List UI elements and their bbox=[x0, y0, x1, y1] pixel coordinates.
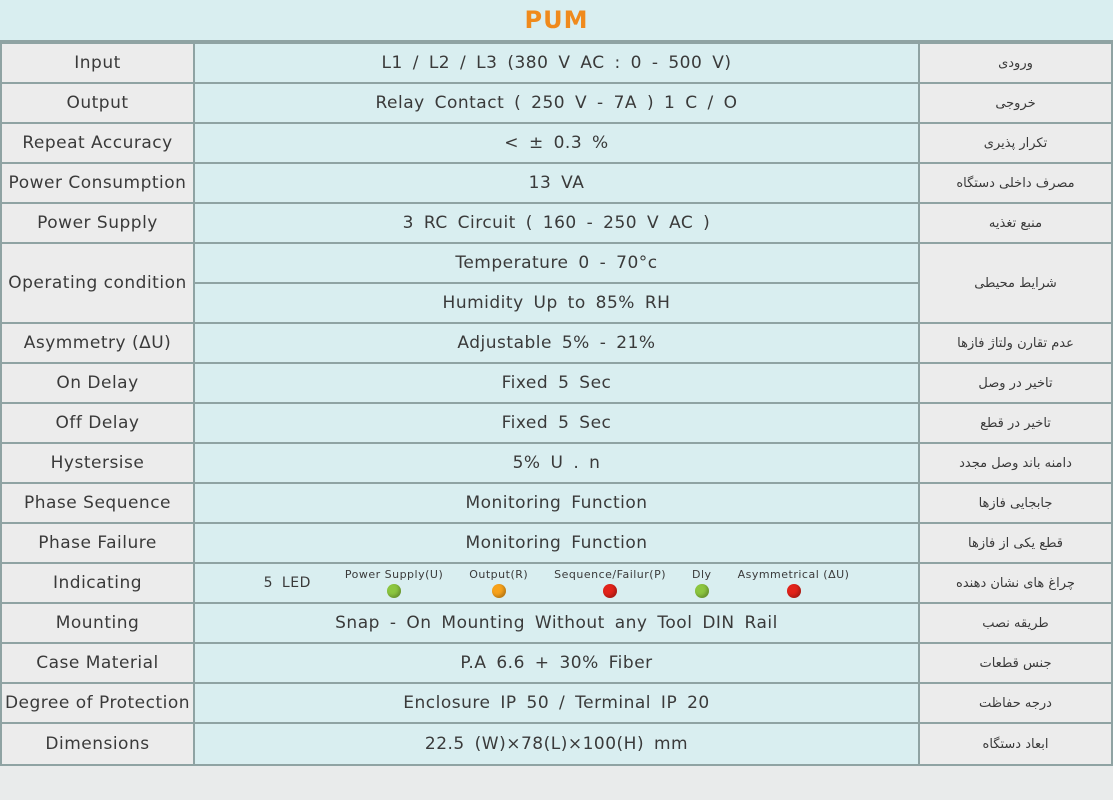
spec-value: 5% U . n bbox=[193, 442, 920, 484]
led-label: Dly bbox=[692, 568, 712, 581]
spec-subrow: Humidity Up to 85% RH bbox=[1, 282, 1112, 324]
spec-value: Snap - On Mounting Without any Tool DIN … bbox=[193, 602, 920, 644]
spec-label-fa: خروجی bbox=[918, 82, 1113, 124]
spec-label-fa: شرایط محیطی bbox=[918, 242, 1113, 324]
led-label: Asymmetrical (ΔU) bbox=[737, 568, 850, 581]
spec-value: Fixed 5 Sec bbox=[193, 402, 920, 444]
spec-label-fa: تاخیر در وصل bbox=[918, 362, 1113, 404]
spec-label-fa: جنس قطعات bbox=[918, 642, 1113, 684]
spec-label-fa: قطع یکی از فازها bbox=[918, 522, 1113, 564]
spec-label-fa: چراغ های نشان دهنده bbox=[918, 562, 1113, 604]
spec-row: Case Material P.A 6.6 + 30% Fiber جنس قطعا… bbox=[0, 642, 1113, 684]
spec-row: Hystersise 5% U . n دامنه باند وصل مجدد bbox=[0, 442, 1113, 484]
spec-row: Power Consumption 13 VA مصرف داخلی دستگاه bbox=[0, 162, 1113, 204]
led-item: Output(R) bbox=[469, 568, 528, 598]
spec-value: < ± 0.3 % bbox=[193, 122, 920, 164]
spec-label: Case Material bbox=[0, 642, 195, 684]
spec-label-fa: درجه حفاظت bbox=[918, 682, 1113, 724]
spec-row: Indicating 5 LED Power Supply(U) Output(R) S… bbox=[0, 562, 1113, 604]
spec-row: Repeat Accuracy < ± 0.3 % تکرار پذیری bbox=[0, 122, 1113, 164]
spec-label: Phase Sequence bbox=[0, 482, 195, 524]
spec-row: Degree of Protection Enclosure IP 50 / Te… bbox=[0, 682, 1113, 724]
led-item: Asymmetrical (ΔU) bbox=[738, 568, 850, 598]
spec-label: Mounting bbox=[0, 602, 195, 644]
spec-row: Mounting Snap - On Mounting Without any T… bbox=[0, 602, 1113, 644]
spec-row: Phase Sequence Monitoring Function جابجایی… bbox=[0, 482, 1113, 524]
spec-row: Off Delay Fixed 5 Sec تاخیر در قطع bbox=[0, 402, 1113, 444]
spec-value: Humidity Up to 85% RH bbox=[193, 282, 920, 324]
led-item: Sequence/Failur(P) bbox=[554, 568, 666, 598]
spec-row: Input L1 / L2 / L3 (380 V AC : 0 - 500 V)… bbox=[0, 42, 1113, 84]
spec-label: Indicating bbox=[0, 562, 195, 604]
led-dot-icon bbox=[786, 584, 801, 598]
spec-label-fa: طریقه نصب bbox=[918, 602, 1113, 644]
spec-label-fa: عدم تقارن ولتاژ فازها bbox=[918, 322, 1113, 364]
led-label: Output(R) bbox=[469, 568, 529, 581]
spec-row: Output Relay Contact ( 250 V - 7A ) 1 C /… bbox=[0, 82, 1113, 124]
spec-label: Hystersise bbox=[0, 442, 195, 484]
spec-label: Off Delay bbox=[0, 402, 195, 444]
led-indicators: 5 LED Power Supply(U) Output(R) Sequence/Fa… bbox=[193, 562, 920, 604]
led-item: Power Supply(U) bbox=[345, 568, 443, 598]
spec-label: Degree of Protection bbox=[0, 682, 195, 724]
led-dot-icon bbox=[491, 584, 506, 598]
spec-value: Enclosure IP 50 / Terminal IP 20 bbox=[193, 682, 920, 724]
spec-value: Monitoring Function bbox=[193, 482, 920, 524]
spec-value: Fixed 5 Sec bbox=[193, 362, 920, 404]
spec-label-fa: دامنه باند وصل مجدد bbox=[918, 442, 1113, 484]
led-item: Dly bbox=[692, 568, 712, 598]
product-title: PUM bbox=[0, 0, 1113, 42]
spec-label: Operating condition bbox=[0, 242, 195, 324]
spec-row: Power Supply 3 RC Circuit ( 160 - 250 V A… bbox=[0, 202, 1113, 244]
spec-value: Adjustable 5% - 21% bbox=[193, 322, 920, 364]
led-label: Sequence/Failur(P) bbox=[554, 568, 667, 581]
spec-label: Input bbox=[0, 42, 195, 84]
spec-label-fa: تکرار پذیری bbox=[918, 122, 1113, 164]
spec-value: Monitoring Function bbox=[193, 522, 920, 564]
spec-label: Asymmetry (ΔU) bbox=[0, 322, 195, 364]
spec-row: Asymmetry (ΔU) Adjustable 5% - 21% عدم تقا… bbox=[0, 322, 1113, 364]
spec-value: 13 VA bbox=[193, 162, 920, 204]
spec-value: L1 / L2 / L3 (380 V AC : 0 - 500 V) bbox=[193, 42, 920, 84]
led-count: 5 LED bbox=[263, 575, 311, 591]
spec-row: On Delay Fixed 5 Sec تاخیر در وصل bbox=[0, 362, 1113, 404]
spec-label-fa: ابعاد دستگاه bbox=[918, 722, 1113, 766]
spec-label-fa: مصرف داخلی دستگاه bbox=[918, 162, 1113, 204]
spec-row: Phase Failure Monitoring Function قطع یکی … bbox=[0, 522, 1113, 564]
spec-label-fa: تاخیر در قطع bbox=[918, 402, 1113, 444]
led-label: Power Supply(U) bbox=[344, 568, 444, 581]
spec-label: Phase Failure bbox=[0, 522, 195, 564]
spec-label-fa: ورودی bbox=[918, 42, 1113, 84]
spec-label: On Delay bbox=[0, 362, 195, 404]
spec-label: Power Consumption bbox=[0, 162, 195, 204]
spec-value: Temperature 0 - 70°c bbox=[193, 242, 920, 284]
spec-value: P.A 6.6 + 30% Fiber bbox=[193, 642, 920, 684]
spec-label: Dimensions bbox=[0, 722, 195, 766]
spec-row: Operating condition Temperature 0 - 70°c ش… bbox=[0, 242, 1113, 324]
spec-value: Relay Contact ( 250 V - 7A ) 1 C / O bbox=[193, 82, 920, 124]
spec-label: Power Supply bbox=[0, 202, 195, 244]
spec-label-fa: جابجایی فازها bbox=[918, 482, 1113, 524]
led-dot-icon bbox=[603, 584, 618, 598]
spec-label: Repeat Accuracy bbox=[0, 122, 195, 164]
spec-table: Input L1 / L2 / L3 (380 V AC : 0 - 500 V)… bbox=[0, 42, 1113, 766]
spec-value: 22.5 (W)×78(L)×100(H) mm bbox=[193, 722, 920, 766]
spec-label-fa: منبع تغذیه bbox=[918, 202, 1113, 244]
led-dot-icon bbox=[387, 584, 402, 598]
led-dot-icon bbox=[694, 584, 709, 598]
spec-label: Output bbox=[0, 82, 195, 124]
spec-row: Dimensions 22.5 (W)×78(L)×100(H) mm ابعاد … bbox=[0, 722, 1113, 766]
spec-value: 3 RC Circuit ( 160 - 250 V AC ) bbox=[193, 202, 920, 244]
